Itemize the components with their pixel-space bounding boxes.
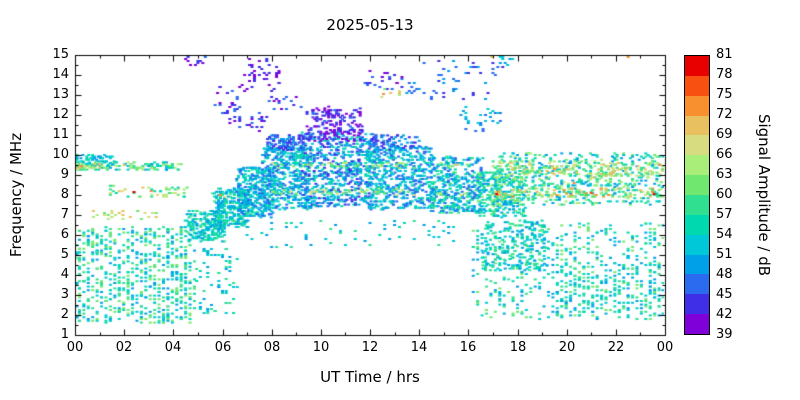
colorbar-tick-label: 66 bbox=[716, 147, 733, 162]
colorbar-segment bbox=[685, 175, 709, 195]
colorbar-tick-label: 54 bbox=[716, 227, 733, 242]
y-tick-label: 4 bbox=[60, 267, 69, 282]
colorbar-tick-label: 45 bbox=[716, 287, 733, 302]
colorbar-segment bbox=[685, 234, 709, 255]
x-tick-label: 18 bbox=[509, 340, 527, 355]
x-tick-label: 12 bbox=[361, 340, 379, 355]
colorbar-tick-label: 51 bbox=[716, 247, 733, 262]
colorbar-segment bbox=[685, 214, 709, 235]
y-tick-label: 15 bbox=[52, 47, 69, 62]
x-axis-label: UT Time / hrs bbox=[320, 368, 420, 386]
x-tick-label: 02 bbox=[115, 340, 133, 355]
colorbar-tick-label: 78 bbox=[716, 67, 733, 82]
x-tick-label: 08 bbox=[263, 340, 281, 355]
x-tick-label: 00 bbox=[656, 340, 674, 355]
y-tick-label: 13 bbox=[52, 87, 69, 102]
colorbar-tick-label: 69 bbox=[716, 127, 733, 142]
y-axis-label: Frequency / MHz bbox=[7, 132, 25, 258]
colorbar-segment bbox=[685, 55, 709, 76]
x-tick-label: 22 bbox=[607, 340, 625, 355]
colorbar-tick-label: 57 bbox=[716, 207, 733, 222]
colorbar-segment bbox=[685, 194, 709, 215]
colorbar bbox=[684, 55, 710, 335]
colorbar-tick-label: 48 bbox=[716, 267, 733, 282]
colorbar-segment bbox=[685, 115, 709, 136]
colorbar-segment bbox=[685, 314, 709, 334]
y-tick-label: 3 bbox=[60, 287, 69, 302]
y-tick-label: 8 bbox=[60, 187, 69, 202]
y-tick-label: 11 bbox=[52, 127, 69, 142]
colorbar-segment bbox=[685, 254, 709, 275]
colorbar-tick-label: 72 bbox=[716, 107, 733, 122]
y-tick-label: 10 bbox=[52, 147, 69, 162]
y-tick-label: 14 bbox=[52, 67, 69, 82]
colorbar-tick-label: 60 bbox=[716, 187, 733, 202]
colorbar-segment bbox=[685, 155, 709, 176]
y-tick-label: 9 bbox=[60, 167, 69, 182]
y-tick-label: 1 bbox=[60, 327, 69, 342]
colorbar-tick-label: 42 bbox=[716, 307, 733, 322]
x-tick-label: 20 bbox=[558, 340, 576, 355]
x-tick-label: 14 bbox=[410, 340, 428, 355]
x-tick-label: 04 bbox=[164, 340, 182, 355]
y-tick-label: 7 bbox=[60, 207, 69, 222]
colorbar-tick-label: 75 bbox=[716, 87, 733, 102]
x-tick-label: 06 bbox=[214, 340, 232, 355]
colorbar-tick-label: 39 bbox=[716, 327, 733, 342]
y-tick-label: 12 bbox=[52, 107, 69, 122]
x-tick-label: 16 bbox=[459, 340, 477, 355]
colorbar-segment bbox=[685, 95, 709, 116]
y-tick-label: 5 bbox=[60, 247, 69, 262]
colorbar-tick-label: 63 bbox=[716, 167, 733, 182]
colorbar-segment bbox=[685, 274, 709, 295]
colorbar-label: Signal Amplitude / dB bbox=[755, 113, 773, 277]
colorbar-tick-label: 81 bbox=[716, 47, 733, 62]
colorbar-segment bbox=[685, 135, 709, 156]
x-tick-label: 00 bbox=[66, 340, 84, 355]
x-tick-label: 10 bbox=[312, 340, 330, 355]
chart-title: 2025-05-13 bbox=[326, 16, 414, 34]
y-tick-label: 6 bbox=[60, 227, 69, 242]
y-tick-label: 2 bbox=[60, 307, 69, 322]
colorbar-segment bbox=[685, 75, 709, 96]
colorbar-segment bbox=[685, 294, 709, 315]
